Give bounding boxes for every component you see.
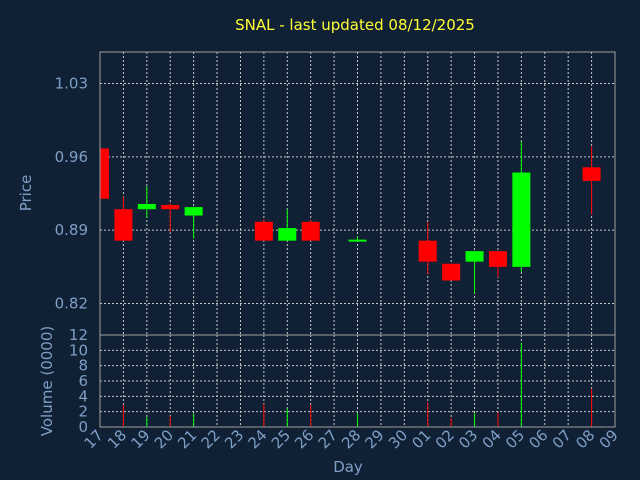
x-tick-label: 07 bbox=[549, 426, 575, 452]
price-tick-label: 1.03 bbox=[55, 74, 88, 92]
x-tick-label: 03 bbox=[455, 426, 481, 452]
x-tick-label: 30 bbox=[385, 426, 411, 452]
price-axis-ticks: 0.82 0.89 0.96 1.03 bbox=[55, 74, 88, 312]
price-tick-label: 0.82 bbox=[55, 295, 88, 313]
candle-body bbox=[442, 263, 461, 281]
candle-body bbox=[348, 239, 367, 242]
x-tick-label: 02 bbox=[432, 426, 458, 452]
candle-body bbox=[161, 205, 180, 210]
candle-body bbox=[114, 209, 133, 241]
volume-tick-label: 4 bbox=[78, 387, 88, 405]
candle-body bbox=[301, 221, 320, 241]
chart-title: SNAL - last updated 08/12/2025 bbox=[235, 16, 475, 34]
x-tick-label: 28 bbox=[338, 426, 364, 452]
volume-panel-frame bbox=[99, 334, 616, 428]
x-tick-label: 22 bbox=[198, 426, 224, 452]
price-axis-label: Price bbox=[17, 175, 35, 212]
x-tick-label: 25 bbox=[268, 426, 294, 452]
x-tick-label: 04 bbox=[479, 426, 505, 452]
x-tick-label: 24 bbox=[244, 426, 270, 452]
volume-bars bbox=[122, 342, 593, 427]
price-candles bbox=[99, 141, 601, 294]
price-grid bbox=[100, 52, 615, 335]
candle-body bbox=[100, 148, 109, 199]
candle-body bbox=[582, 167, 601, 181]
candle-body bbox=[418, 240, 437, 262]
x-tick-label: 29 bbox=[362, 426, 388, 452]
x-axis-ticks: 1718192021222324252627282930010203040506… bbox=[81, 426, 622, 452]
volume-tick-label: 2 bbox=[78, 403, 88, 421]
x-tick-label: 18 bbox=[104, 426, 130, 452]
x-tick-label: 20 bbox=[151, 426, 177, 452]
candle-body bbox=[465, 251, 484, 262]
price-tick-label: 0.96 bbox=[55, 148, 88, 166]
price-tick-label: 0.89 bbox=[55, 221, 88, 239]
x-tick-label: 23 bbox=[221, 426, 247, 452]
x-tick-label: 06 bbox=[525, 426, 551, 452]
x-tick-label: 26 bbox=[291, 426, 317, 452]
x-tick-label: 19 bbox=[127, 426, 153, 452]
x-tick-label: 09 bbox=[596, 426, 622, 452]
candle-body bbox=[278, 228, 297, 241]
x-tick-label: 01 bbox=[408, 426, 434, 452]
candle-body bbox=[137, 203, 156, 210]
x-tick-label: 27 bbox=[315, 426, 341, 452]
candle-body bbox=[488, 251, 507, 267]
volume-axis-label: Volume (0000) bbox=[38, 326, 56, 436]
volume-tick-label: 12 bbox=[69, 326, 88, 344]
volume-tick-label: 10 bbox=[69, 341, 88, 359]
volume-tick-label: 0 bbox=[78, 418, 88, 436]
x-axis-label: Day bbox=[333, 458, 363, 476]
volume-tick-label: 6 bbox=[78, 372, 88, 390]
candle-body bbox=[254, 221, 273, 241]
volume-tick-label: 8 bbox=[78, 357, 88, 375]
candle-body bbox=[184, 207, 203, 216]
x-tick-label: 21 bbox=[174, 426, 200, 452]
x-tick-label: 08 bbox=[572, 426, 598, 452]
candle-body bbox=[512, 172, 531, 267]
x-tick-label: 05 bbox=[502, 426, 528, 452]
